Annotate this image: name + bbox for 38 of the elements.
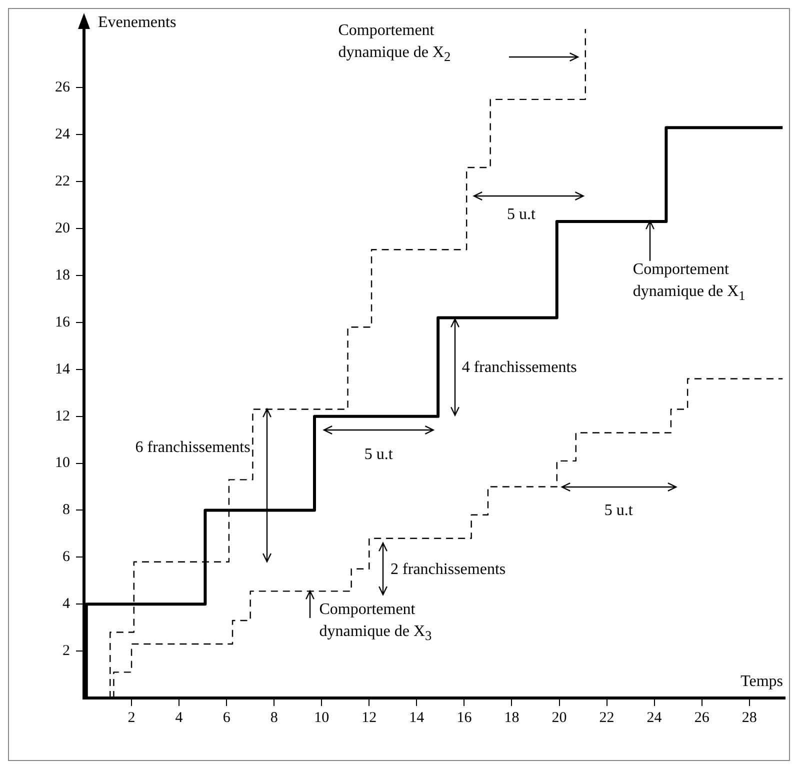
y-tick-label: 16 [55, 314, 70, 330]
annotation: 6 franchissements [135, 438, 250, 458]
y-tick-label: 22 [55, 174, 70, 190]
x-tick-label: 20 [552, 710, 567, 726]
y-tick-label: 18 [55, 267, 70, 284]
y-tick-label: 2 [62, 642, 70, 659]
y-tick-label: 6 [62, 549, 70, 566]
x-tick-label: 18 [504, 710, 520, 726]
y-tick-label: 8 [62, 502, 70, 518]
x-tick-label: 22 [599, 710, 614, 726]
annotation: 4 franchissements [462, 358, 577, 378]
x-tick-label: 28 [742, 710, 757, 726]
annotation: 5 u.t [506, 205, 536, 226]
x-tick-label: 4 [175, 710, 184, 726]
annotation: Comportement dynamique de X$_{3}$ [319, 600, 433, 646]
x-tick-label: 10 [314, 710, 330, 726]
y-tick-label: 26 [55, 80, 70, 96]
y-tick-label: 4 [62, 596, 70, 612]
x-tick-label: 6 [222, 710, 231, 726]
y-tick-label: 14 [55, 361, 70, 378]
x-tick-label: 12 [362, 710, 377, 726]
annotation: Comportement dynamique de X$_{2}$ [338, 20, 452, 66]
x-tick-label: 2 [128, 710, 136, 726]
x-tick-label: 26 [694, 710, 710, 726]
x-tick-label: 16 [456, 710, 472, 726]
annotation: 5 u.t [364, 444, 393, 465]
y-tick-label: 20 [55, 220, 70, 236]
y-tick-label: 24 [55, 126, 70, 143]
x-axis-title: Temps [740, 673, 783, 690]
y-tick-label: 12 [55, 408, 70, 424]
annotation: 2 franchissements [390, 560, 506, 580]
y-axis-title: Evenements [98, 14, 176, 32]
annotation: 5 u.t [604, 501, 633, 522]
x-tick-label: 8 [270, 710, 278, 726]
annotation: Comportement dynamique de X$_{1}$ [632, 260, 746, 306]
x-tick-label: 24 [646, 710, 662, 726]
x-tick-label: 14 [409, 710, 425, 726]
y-tick-label: 10 [55, 455, 70, 472]
